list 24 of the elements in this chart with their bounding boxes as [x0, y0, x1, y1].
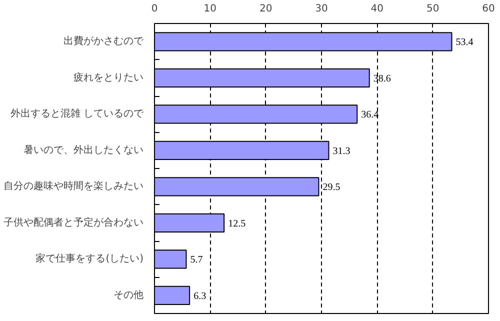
bar — [154, 286, 190, 305]
data-label: 5.7 — [190, 254, 203, 266]
data-label: 31.3 — [332, 146, 350, 157]
y-tick-label: 自分の趣味や時間を楽しみたい — [4, 180, 144, 192]
y-tick-label: その他 — [114, 288, 144, 301]
data-label: 29.5 — [322, 182, 340, 194]
x-tick-label: 60 — [482, 4, 495, 14]
y-tick-label: 子供や配偶者と予定が合わない — [4, 216, 144, 228]
y-tick-label: 疲れをとりたい — [74, 71, 144, 84]
data-label: 53.4 — [456, 37, 474, 48]
data-label: 6.3 — [194, 290, 206, 302]
y-tick-label: 外出すると混雑 しているので — [10, 108, 144, 120]
data-label: 12.5 — [228, 218, 246, 230]
x-tick-label: 10 — [204, 4, 217, 14]
y-tick-label: 暑いので、外出したくない — [24, 144, 144, 156]
y-tick-label: 家で仕事をする(したい) — [36, 252, 144, 265]
x-tick-label: 50 — [426, 4, 440, 14]
x-tick-label: 30 — [315, 4, 328, 14]
x-tick-label: 0 — [151, 4, 158, 14]
bar — [154, 250, 187, 269]
y-tick-label: 出費がかさむので — [64, 35, 144, 48]
x-tick-label: 40 — [370, 4, 384, 14]
bar — [154, 177, 320, 196]
x-tick-label: 20 — [259, 4, 272, 14]
